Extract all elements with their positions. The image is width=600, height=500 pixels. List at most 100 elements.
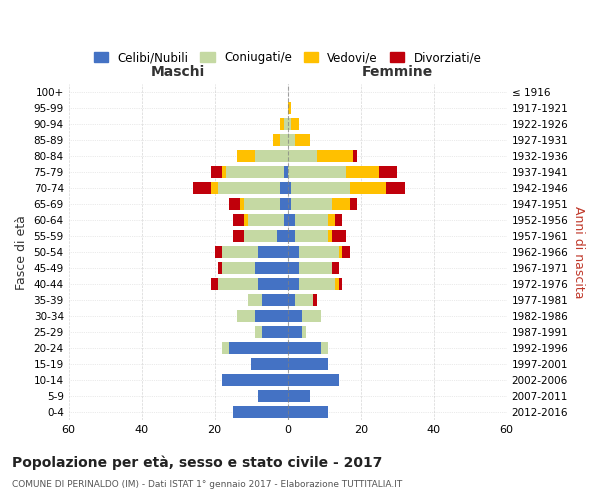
Bar (251, 358, 287, 370)
Bar (331, 262, 339, 274)
Bar (240, 198, 244, 210)
Bar (287, 374, 339, 386)
Bar (343, 246, 350, 258)
Text: COMUNE DI PERINALDO (IM) - Dati ISTAT 1° gennaio 2017 - Elaborazione TUTTITALIA.: COMUNE DI PERINALDO (IM) - Dati ISTAT 1°… (12, 480, 402, 489)
Bar (350, 198, 357, 210)
Bar (211, 182, 218, 194)
Bar (262, 326, 287, 338)
Bar (317, 150, 353, 162)
Bar (295, 294, 313, 306)
Bar (236, 310, 255, 322)
Bar (255, 262, 287, 274)
Bar (353, 150, 357, 162)
Bar (287, 406, 328, 418)
Bar (259, 246, 287, 258)
Bar (244, 198, 280, 210)
Bar (302, 326, 306, 338)
Bar (350, 182, 386, 194)
Bar (255, 150, 287, 162)
Bar (229, 198, 240, 210)
Bar (284, 214, 287, 226)
Bar (287, 134, 295, 146)
Bar (331, 198, 350, 210)
Bar (379, 166, 397, 178)
Bar (255, 326, 262, 338)
Bar (222, 374, 287, 386)
Bar (295, 214, 328, 226)
Legend: Celibi/Nubili, Coniugati/e, Vedovi/e, Divorziati/e: Celibi/Nubili, Coniugati/e, Vedovi/e, Di… (89, 46, 486, 69)
Bar (299, 262, 332, 274)
Bar (287, 166, 346, 178)
Bar (244, 214, 248, 226)
Bar (299, 278, 335, 290)
Bar (222, 166, 226, 178)
Bar (236, 150, 255, 162)
Bar (277, 230, 287, 242)
Bar (346, 166, 379, 178)
Bar (287, 182, 292, 194)
Bar (218, 262, 222, 274)
Bar (248, 214, 284, 226)
Bar (287, 294, 295, 306)
Bar (280, 198, 287, 210)
Bar (211, 278, 218, 290)
Bar (233, 406, 287, 418)
Bar (313, 294, 317, 306)
Bar (280, 118, 284, 130)
Bar (339, 278, 343, 290)
Text: Femmine: Femmine (362, 66, 433, 80)
Bar (218, 278, 259, 290)
Bar (295, 134, 310, 146)
Bar (229, 342, 287, 354)
Bar (244, 230, 277, 242)
Bar (287, 326, 302, 338)
Y-axis label: Fasce di età: Fasce di età (15, 214, 28, 290)
Bar (280, 134, 287, 146)
Bar (386, 182, 404, 194)
Bar (222, 246, 259, 258)
Bar (299, 246, 339, 258)
Bar (259, 278, 287, 290)
Bar (287, 118, 292, 130)
Bar (287, 150, 317, 162)
Bar (292, 182, 350, 194)
Bar (287, 358, 328, 370)
Bar (287, 278, 299, 290)
Bar (287, 230, 295, 242)
Bar (287, 102, 292, 114)
Text: Maschi: Maschi (151, 66, 205, 80)
Bar (292, 198, 332, 210)
Bar (328, 230, 332, 242)
Bar (233, 230, 244, 242)
Bar (280, 182, 287, 194)
Bar (287, 310, 302, 322)
Bar (339, 246, 343, 258)
Bar (222, 262, 255, 274)
Bar (295, 230, 328, 242)
Bar (287, 198, 292, 210)
Bar (287, 342, 320, 354)
Bar (335, 278, 339, 290)
Bar (248, 294, 262, 306)
Bar (233, 214, 244, 226)
Bar (193, 182, 211, 194)
Bar (320, 342, 328, 354)
Bar (226, 166, 284, 178)
Bar (292, 118, 299, 130)
Bar (215, 246, 222, 258)
Bar (287, 246, 299, 258)
Bar (331, 230, 346, 242)
Bar (287, 214, 295, 226)
Bar (218, 182, 280, 194)
Bar (284, 166, 287, 178)
Bar (284, 118, 287, 130)
Bar (273, 134, 280, 146)
Bar (287, 262, 299, 274)
Bar (328, 214, 335, 226)
Bar (302, 310, 320, 322)
Bar (287, 390, 310, 402)
Bar (255, 310, 287, 322)
Bar (335, 214, 343, 226)
Y-axis label: Anni di nascita: Anni di nascita (572, 206, 585, 298)
Bar (262, 294, 287, 306)
